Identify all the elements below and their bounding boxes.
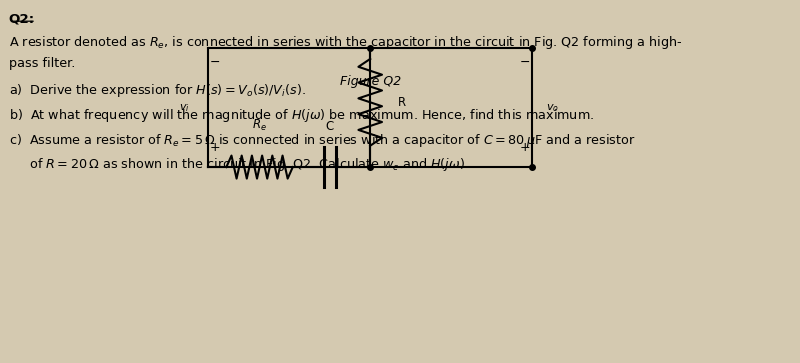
Text: $R_e$: $R_e$ bbox=[252, 118, 267, 133]
Text: −: − bbox=[520, 56, 530, 69]
Text: $v_o$: $v_o$ bbox=[546, 102, 558, 114]
Text: A resistor denoted as $R_e$, is connected in series with the capacitor in the ci: A resistor denoted as $R_e$, is connecte… bbox=[9, 34, 682, 51]
Text: c)  Assume a resistor of $R_e = 5\,\Omega$ is connected in series with a capacit: c) Assume a resistor of $R_e = 5\,\Omega… bbox=[9, 132, 635, 149]
Text: pass filter.: pass filter. bbox=[9, 57, 75, 70]
Text: b)  At what frequency will the magnitude of $H(j\omega)$ be maximum. Hence, find: b) At what frequency will the magnitude … bbox=[9, 107, 594, 123]
Text: a)  Derive the expression for $H(s) = V_o(s)/V_i(s)$.: a) Derive the expression for $H(s) = V_o… bbox=[9, 82, 306, 99]
Text: −: − bbox=[210, 56, 221, 69]
Text: Q2:: Q2: bbox=[9, 12, 35, 25]
Text: +: + bbox=[520, 141, 530, 154]
Text: Figure Q2: Figure Q2 bbox=[339, 75, 401, 88]
Text: C: C bbox=[326, 120, 334, 133]
Text: +: + bbox=[210, 141, 221, 154]
Text: of $R = 20\,\Omega$ as shown in the circuit in Fig. Q2. Calculate $w_c$ and $H(j: of $R = 20\,\Omega$ as shown in the circ… bbox=[9, 156, 469, 172]
Text: R: R bbox=[398, 96, 406, 109]
Text: $v_i$: $v_i$ bbox=[178, 102, 190, 114]
